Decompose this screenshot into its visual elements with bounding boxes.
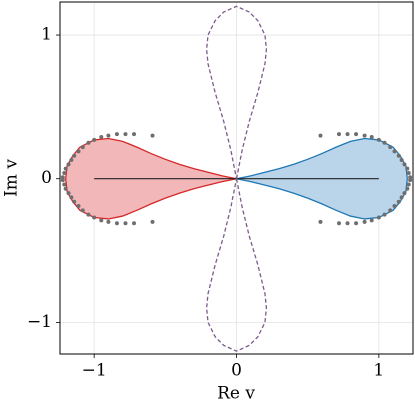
point [106,133,111,138]
x-tick-label: 1 [373,361,384,381]
point [62,182,67,187]
point [336,221,341,226]
point [123,221,128,226]
point [318,133,323,138]
x-tick-label: 0 [231,361,242,381]
y-tick-label: 1 [41,25,52,45]
point [405,166,410,171]
point [60,178,65,183]
point [63,166,68,171]
point [405,186,410,191]
point [123,132,128,137]
point [392,204,397,209]
point [114,132,119,137]
point [345,221,350,226]
point [408,178,413,183]
point [86,212,91,217]
point [150,219,155,224]
plot-frame [59,1,414,355]
point [318,219,323,224]
point [382,212,387,217]
point [392,149,397,154]
point [388,145,393,150]
point [66,191,71,196]
dashed-curve [205,178,268,352]
point [362,133,367,138]
point [72,199,77,204]
point [76,204,81,209]
point [76,149,81,154]
y-tick-label: −1 [27,312,52,332]
point [99,135,104,140]
point [69,195,74,200]
point [92,137,97,142]
point [80,145,85,150]
point [382,140,387,145]
point [399,195,404,200]
point [369,218,374,223]
point [62,170,67,175]
point [150,133,155,138]
point [86,140,91,145]
point [354,132,359,137]
x-tick-label: −1 [82,361,107,381]
point [376,137,381,142]
point [406,182,411,187]
point [336,132,341,137]
point [399,158,404,163]
point [396,199,401,204]
point [106,219,111,224]
point [396,153,401,158]
point [60,175,65,180]
point [345,132,350,137]
y-axis-label: Im v [2,159,22,197]
point [69,158,74,163]
point [369,135,374,140]
point [72,153,77,158]
point [132,132,137,137]
point [92,215,97,220]
point [63,186,68,191]
point [408,175,413,180]
point [388,208,393,213]
y-tick-label: 0 [41,168,52,188]
point [66,162,71,167]
point [132,221,137,226]
point [402,191,407,196]
point [80,208,85,213]
point [114,221,119,226]
point [354,221,359,226]
point [402,162,407,167]
x-axis-label: Re v [217,384,255,404]
point [376,215,381,220]
point [362,219,367,224]
point [99,218,104,223]
dashed-curve [205,5,268,179]
point [406,170,411,175]
